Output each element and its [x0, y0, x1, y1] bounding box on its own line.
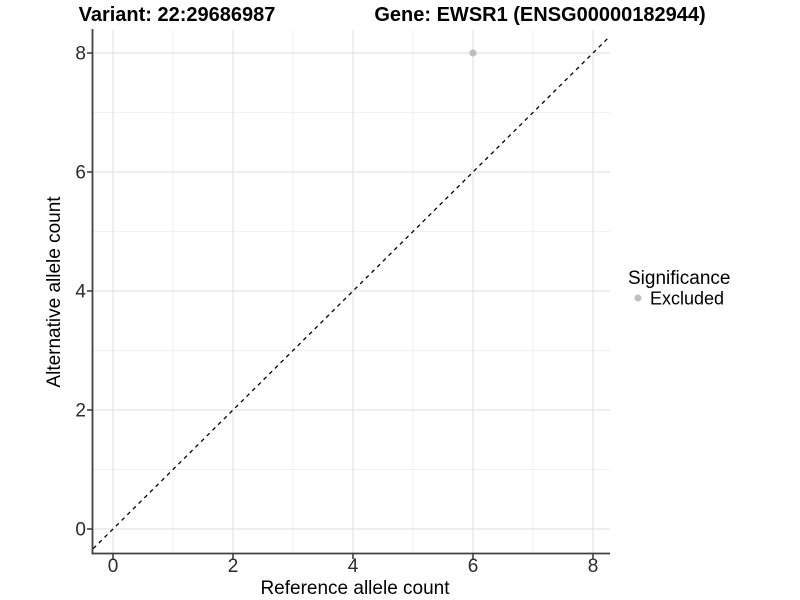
plot-panel: [92, 30, 610, 554]
x-axis-title: Reference allele count: [260, 578, 450, 599]
variant-title: Variant: 22:29686987: [79, 4, 276, 26]
data-point: [469, 49, 477, 57]
y-tick-4: 4: [75, 282, 86, 303]
y-tick-0: 0: [75, 520, 86, 541]
axis-lines: [91, 29, 610, 555]
y-tick-labels: 0 2 4 6 8: [75, 44, 86, 541]
legend-key-excluded-icon: [634, 294, 642, 302]
y-tick-6: 6: [75, 163, 86, 184]
identity-reference-line: [92, 35, 611, 550]
y-tick-8: 8: [75, 44, 86, 65]
x-tick-4: 4: [348, 556, 359, 577]
legend-title: Significance: [628, 268, 730, 289]
gene-title: Gene: EWSR1 (ENSG00000182944): [374, 4, 705, 26]
y-axis-title: Alternative allele count: [44, 196, 65, 388]
major-gridlines: [92, 30, 610, 553]
x-tick-2: 2: [228, 556, 239, 577]
legend: Significance Excluded: [628, 268, 730, 309]
x-tick-0: 0: [108, 556, 119, 577]
tick-marks: [87, 52, 594, 559]
x-tick-8: 8: [588, 556, 599, 577]
legend-label-excluded: Excluded: [650, 289, 724, 309]
y-tick-2: 2: [75, 401, 86, 422]
x-tick-labels: 0 2 4 6 8: [108, 556, 599, 577]
x-tick-6: 6: [468, 556, 479, 577]
